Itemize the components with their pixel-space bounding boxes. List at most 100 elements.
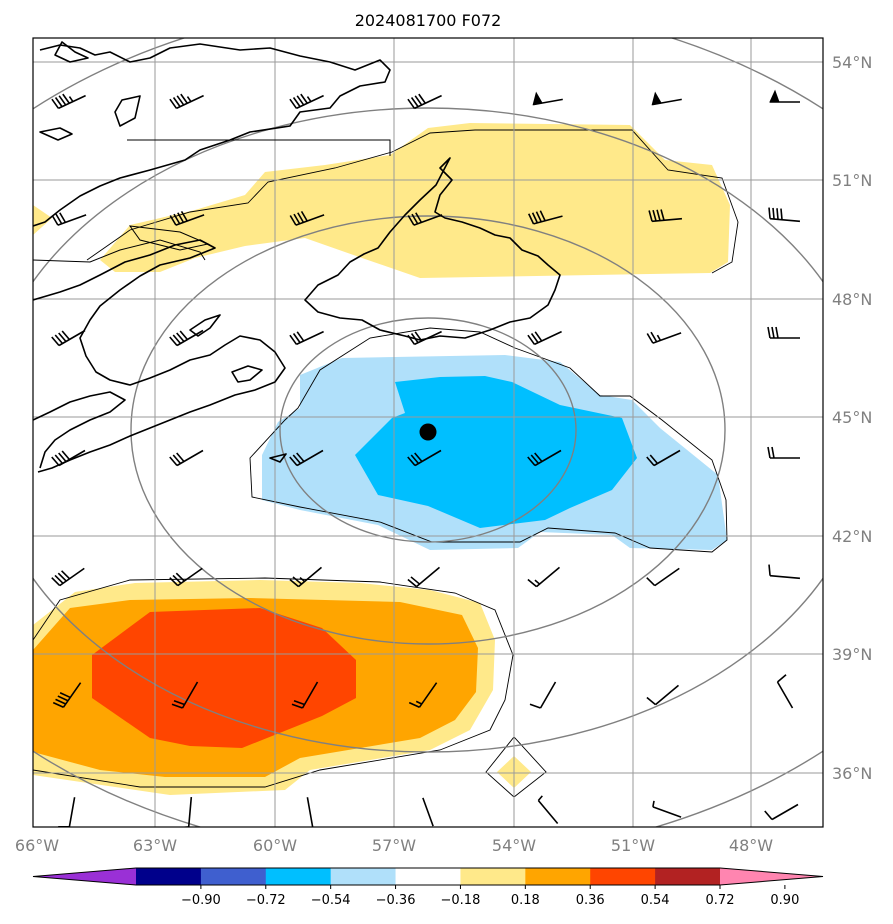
graticule: [33, 38, 823, 827]
map-frame: [32, 37, 824, 828]
wind-barb: [52, 682, 82, 709]
lat-label: 36°N: [832, 764, 872, 783]
lon-label: 48°W: [729, 836, 773, 855]
colorbar-tick-label: −0.54: [311, 893, 351, 908]
positive-anomaly-north: [100, 123, 730, 278]
wind-barb: [648, 209, 683, 223]
wind-barb: [767, 446, 800, 459]
colorbar-tick-label: 0.54: [641, 893, 670, 908]
colorbar-tick-label: 0.36: [576, 893, 605, 908]
negative-anomaly-core: [355, 376, 637, 528]
wind-barb: [529, 681, 557, 709]
colorbar-outline: [32, 867, 824, 886]
lon-label: 57°W: [372, 836, 416, 855]
colorbar-tick-label: −0.90: [181, 893, 221, 908]
wind-barb: [169, 329, 204, 347]
lat-label: 54°N: [832, 53, 872, 72]
longitude-labels: 66°W 63°W 60°W 57°W 54°W 51°W 48°W: [15, 836, 773, 855]
colorbar-segment: [460, 868, 526, 885]
contour-north: [86, 129, 739, 274]
colorbar-tick-label: −0.36: [376, 893, 416, 908]
wind-barb: [182, 796, 193, 827]
wind-barb: [407, 93, 442, 110]
positive-anomaly-west-edge: [33, 205, 52, 235]
colorbar-tick-label: −0.72: [246, 893, 286, 908]
wind-barb: [407, 330, 442, 346]
positive-anomaly-south-core: [92, 608, 356, 748]
lat-label: 39°N: [832, 645, 872, 664]
wind-barb: [169, 93, 204, 110]
wind-barb: [407, 449, 442, 467]
wind-barb: [768, 207, 801, 223]
gulf-coast: [33, 239, 286, 473]
labrador-coast: [33, 43, 391, 227]
wind-barb: [289, 330, 324, 346]
colorbar: [32, 867, 824, 889]
wind-barb: [51, 449, 86, 467]
wind-barb: [169, 567, 203, 587]
wind-barb: [289, 210, 325, 226]
colorbar-segment: [330, 868, 397, 885]
colorbar-segment: [655, 868, 721, 885]
wind-barb: [651, 91, 682, 106]
wind-barb: [51, 567, 85, 587]
wind-barb: [169, 449, 204, 467]
wind-barb: [407, 566, 441, 588]
wind-barb: [768, 564, 801, 580]
wind-barb: [422, 797, 434, 827]
wind-barb: [646, 684, 680, 706]
colorbar-segment: [525, 868, 591, 885]
colorbar-tick-labels: −0.90 −0.72 −0.54 −0.36 −0.18 0.18 0.36 0.54 0.7…: [181, 893, 799, 908]
wind-barb: [537, 795, 559, 825]
lat-label: 45°N: [832, 408, 872, 427]
map-title: 2024081700 F072: [355, 11, 502, 30]
colorbar-segment: [136, 868, 202, 885]
wind-barb: [51, 93, 86, 110]
wind-barb: [646, 567, 680, 587]
colorbar-tick-label: −0.18: [441, 893, 481, 908]
wind-barb: [306, 797, 314, 827]
contour-diamond: [485, 736, 547, 798]
colorbar-tick-label: 0.90: [770, 893, 799, 908]
wind-barb: [652, 800, 682, 818]
lat-label: 48°N: [832, 290, 872, 309]
wind-barb: [646, 331, 682, 344]
wind-barb: [51, 212, 87, 226]
lon-label: 60°W: [253, 836, 297, 855]
wind-barb: [289, 566, 323, 588]
coastlines: [33, 41, 561, 473]
wind-barbs: [51, 89, 801, 827]
colorbar-segment: [200, 868, 267, 885]
lon-label: 51°W: [611, 836, 655, 855]
wind-barb: [407, 212, 443, 226]
colorbar-tick-label: 0.72: [706, 893, 735, 908]
political-borders: [33, 139, 391, 263]
wind-barb: [767, 326, 800, 339]
colorbar-segment: [590, 868, 656, 885]
wind-barb: [289, 449, 324, 467]
colorbar-segment: [265, 868, 332, 885]
colorbar-segment: [395, 868, 461, 885]
wind-barb: [769, 89, 800, 103]
wind-barb: [169, 210, 205, 226]
lon-label: 54°W: [492, 836, 536, 855]
wind-barb: [764, 803, 799, 821]
wind-barb: [171, 681, 199, 709]
storm-center-marker: [419, 423, 437, 441]
contour-positive-south: [33, 577, 514, 788]
lat-label: 42°N: [832, 527, 872, 546]
wind-barb: [527, 566, 561, 588]
wind-barb: [532, 91, 563, 106]
wind-barb: [528, 210, 563, 225]
colorbar-extend-low: [33, 868, 136, 885]
wind-barb: [646, 449, 681, 467]
colorbar-extend-high: [720, 868, 823, 885]
lat-label: 51°N: [832, 171, 872, 190]
lon-label: 66°W: [15, 836, 59, 855]
wind-barb: [527, 449, 562, 467]
wind-barb: [408, 682, 438, 709]
nova-scotia-coast: [33, 391, 126, 469]
